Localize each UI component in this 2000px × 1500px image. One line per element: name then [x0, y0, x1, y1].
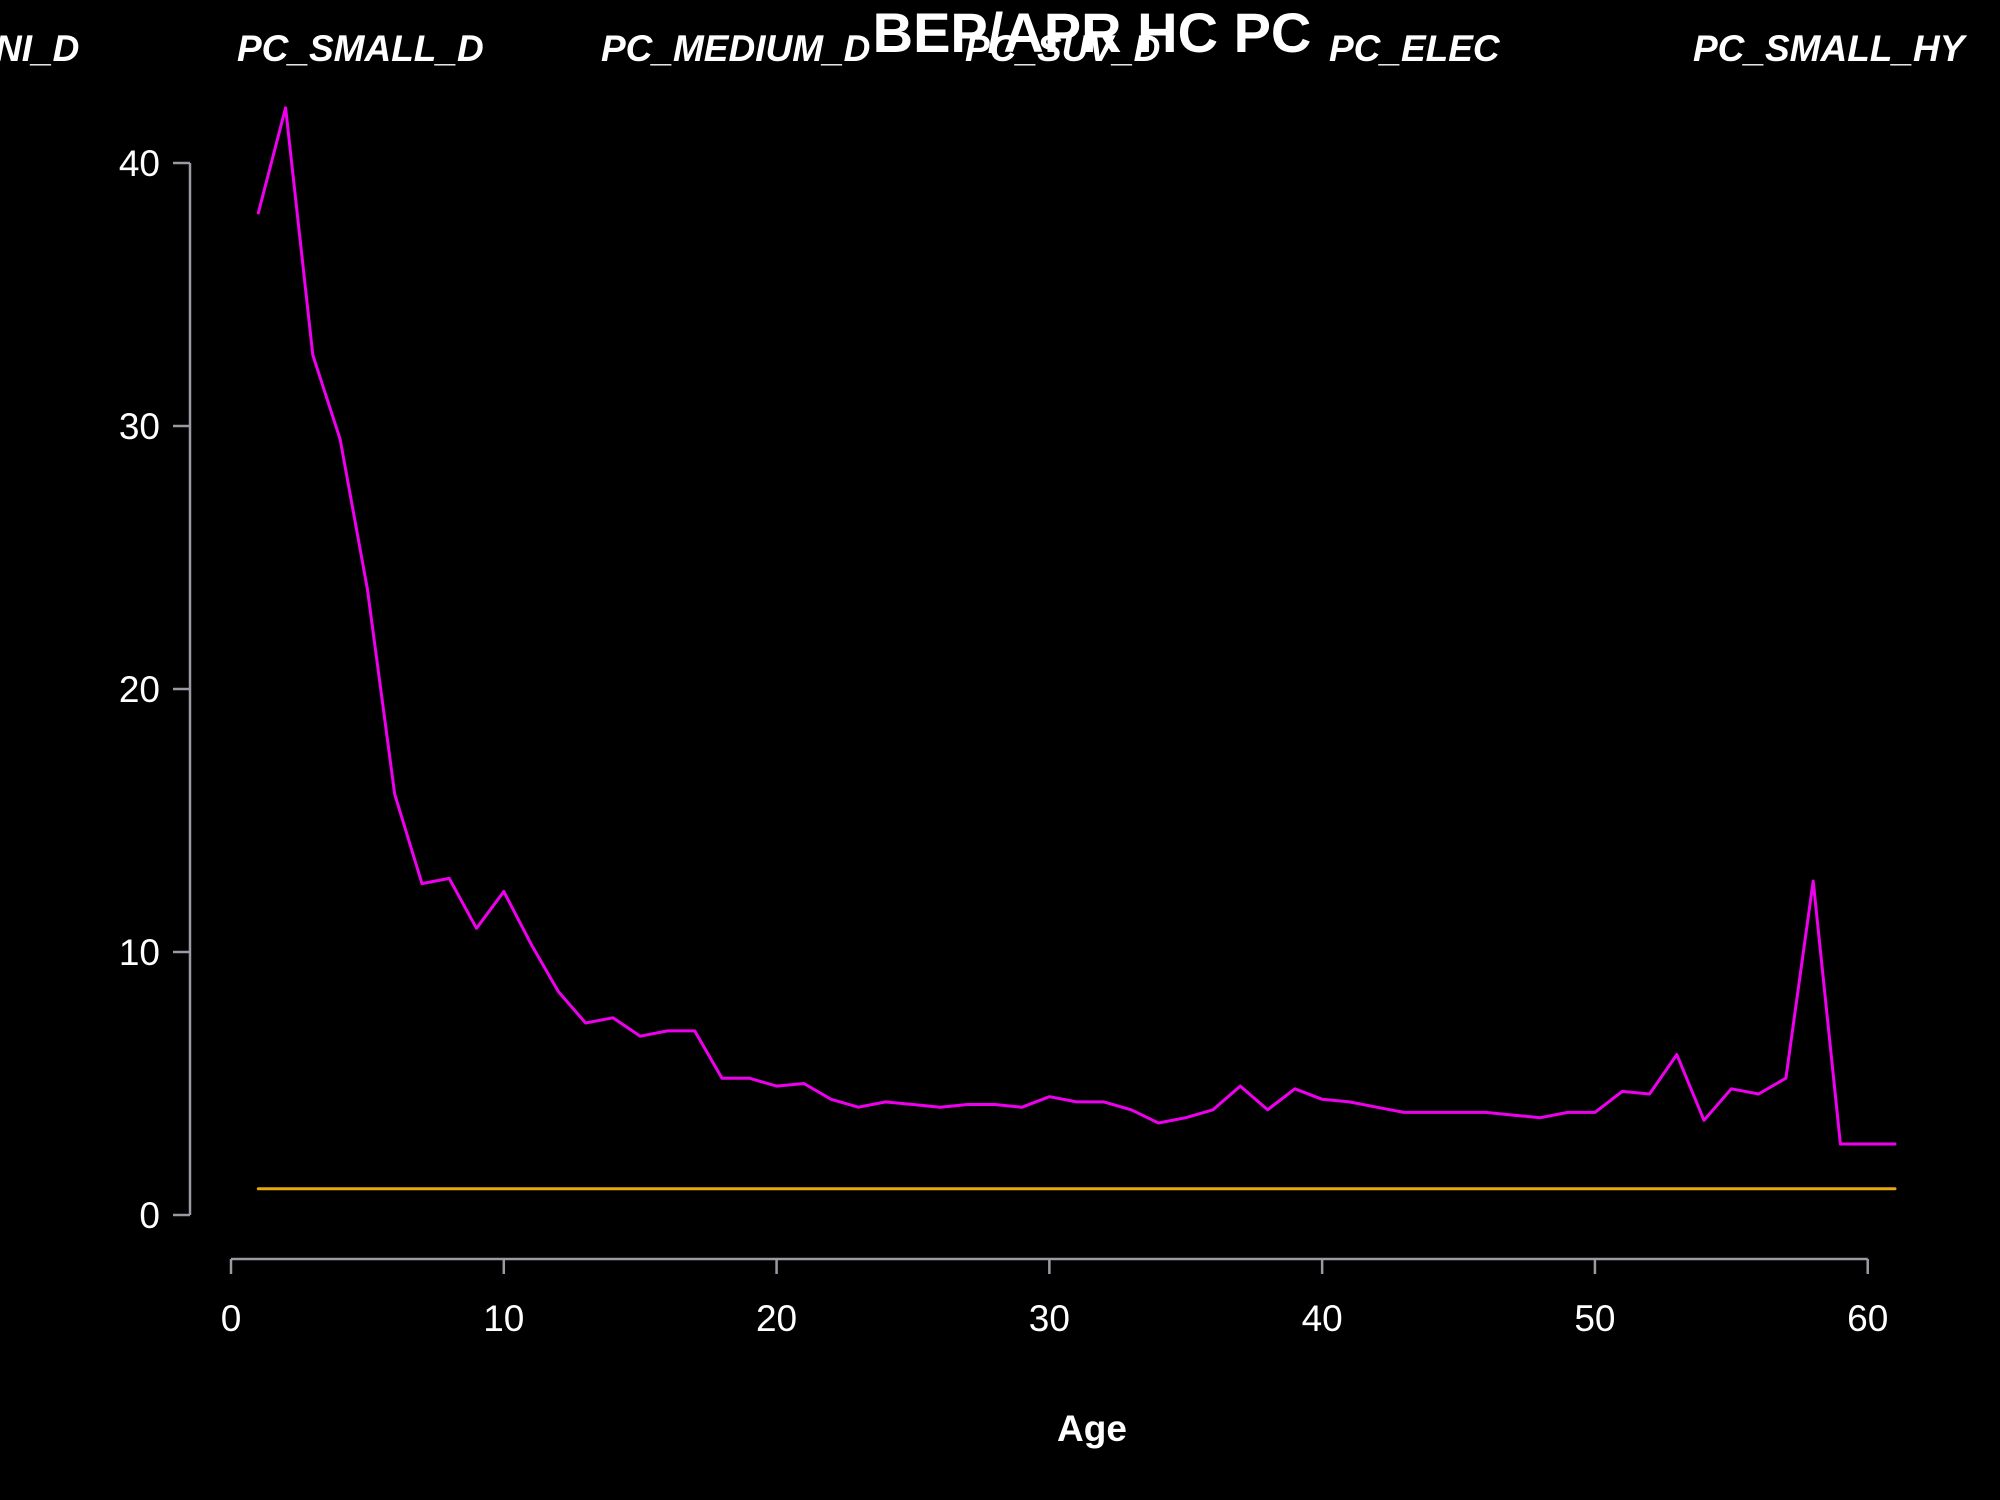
legend-entry-pc-suv-d: PC_SUV_D [965, 28, 1160, 69]
y-tick-label: 40 [119, 143, 160, 184]
series-line-1 [256, 106, 1897, 1146]
y-tick-label: 20 [119, 669, 160, 710]
x-tick-label: 20 [756, 1298, 797, 1339]
legend-entry-pc-small-hy: PC_SMALL_HY [1693, 28, 1968, 69]
y-axis: 0 10 20 30 40 [119, 143, 192, 1236]
plot-area [256, 106, 1897, 1191]
x-tick-label: 0 [221, 1298, 242, 1339]
x-axis: 0 10 20 30 40 50 60 [221, 1257, 1888, 1339]
legend: NI_D PC_SMALL_D PC_MEDIUM_D PC_SUV_D PC_… [0, 28, 1968, 69]
legend-entry-pc-elec: PC_ELEC [1329, 28, 1501, 69]
x-tick-label: 60 [1847, 1298, 1888, 1339]
legend-entry-pc-medium-d: PC_MEDIUM_D [601, 28, 870, 69]
x-tick-label: 30 [1029, 1298, 1070, 1339]
y-tick-label: 30 [119, 406, 160, 447]
legend-entry-ni-d: NI_D [0, 28, 79, 69]
x-tick-label: 10 [483, 1298, 524, 1339]
x-tick-label: 40 [1302, 1298, 1343, 1339]
y-tick-label: 10 [119, 932, 160, 973]
x-tick-label: 50 [1574, 1298, 1615, 1339]
chart-title: BEP/APR HC PC [873, 1, 1312, 64]
legend-entry-pc-small-d: PC_SMALL_D [237, 28, 484, 69]
y-tick-label: 0 [139, 1195, 160, 1236]
x-axis-title: Age [1057, 1408, 1127, 1449]
